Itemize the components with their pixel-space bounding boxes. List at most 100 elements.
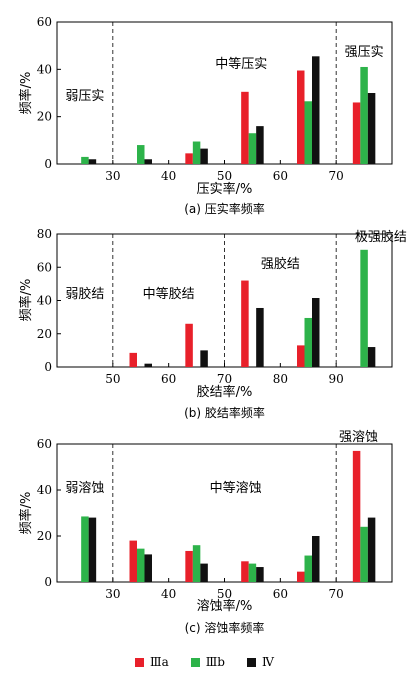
legend-item: Ⅳ xyxy=(247,655,274,669)
bar-IV-65 xyxy=(312,536,320,582)
region-label: 中等压实 xyxy=(215,56,267,72)
x-tick-label: 40 xyxy=(161,587,176,601)
bar-IIIb-95 xyxy=(360,249,368,367)
region-label: 强溶蚀 xyxy=(339,430,378,445)
legend-label: Ⅲa xyxy=(150,655,169,669)
bar-IIIa-45 xyxy=(185,153,193,164)
region-label: 弱压实 xyxy=(65,89,104,104)
bar-IIIa-75 xyxy=(352,102,361,164)
bar-IIIa-75 xyxy=(352,450,361,582)
legend-swatch xyxy=(247,657,256,667)
bar-IV-25 xyxy=(88,517,97,582)
y-tick-label: 20 xyxy=(37,529,52,543)
bar-IIIb-35 xyxy=(137,145,145,164)
bar-IV-85 xyxy=(312,298,320,367)
x-tick-label: 80 xyxy=(273,372,288,386)
bar-IV-75 xyxy=(367,517,376,582)
bar-IIIb-25 xyxy=(81,516,89,582)
y-tick-label: 60 xyxy=(37,260,52,274)
x-tick-label: 60 xyxy=(273,587,288,601)
y-tick-label: 60 xyxy=(37,15,52,29)
bar-IIIb-65 xyxy=(304,101,312,164)
y-tick-label: 40 xyxy=(37,294,52,308)
bar-IV-45 xyxy=(200,148,208,164)
bar-IV-65 xyxy=(312,56,320,164)
legend-item: Ⅲa xyxy=(135,655,169,669)
bar-IIIa-75 xyxy=(241,280,249,367)
bar-IIIb-25 xyxy=(81,156,89,164)
bar-IIIb-45 xyxy=(192,141,201,164)
bar-IIIb-65 xyxy=(304,555,312,582)
y-axis-label: 频率/% xyxy=(18,72,34,115)
bar-IIIa-55 xyxy=(241,91,249,164)
y-tick-label: 80 xyxy=(37,227,52,241)
bar-IV-55 xyxy=(256,567,264,582)
bar-IV-75 xyxy=(256,307,264,367)
y-tick-label: 40 xyxy=(37,483,52,497)
legend-label: Ⅲb xyxy=(205,655,225,669)
bar-IIIa-55 xyxy=(129,352,137,367)
panel-caption: (b) 胶结率频率 xyxy=(184,405,265,420)
x-axis-label: 溶蚀率/% xyxy=(197,598,253,614)
bar-IIIa-85 xyxy=(297,345,305,367)
bar-IIIa-55 xyxy=(241,561,249,582)
bar-IIIb-55 xyxy=(248,133,257,164)
x-tick-label: 70 xyxy=(217,372,232,386)
bar-IV-35 xyxy=(144,554,152,582)
region-label: 弱溶蚀 xyxy=(65,481,104,496)
bar-IIIb-85 xyxy=(304,317,312,367)
x-axis-label: 压实率/% xyxy=(197,181,253,197)
x-tick-label: 50 xyxy=(217,587,232,601)
y-tick-label: 20 xyxy=(37,327,52,341)
region-label: 强胶结 xyxy=(261,256,300,272)
bar-IV-25 xyxy=(88,159,97,164)
y-tick-label: 0 xyxy=(44,157,52,171)
bar-IV-55 xyxy=(144,363,152,367)
panel-caption: (c) 溶蚀率频率 xyxy=(185,620,265,635)
x-tick-label: 50 xyxy=(217,169,232,183)
y-tick-label: 60 xyxy=(37,437,52,451)
legend-label: Ⅳ xyxy=(262,655,274,669)
x-tick-label: 40 xyxy=(161,169,176,183)
legend-swatch xyxy=(190,657,200,667)
x-tick-label: 60 xyxy=(273,169,288,183)
region-label: 中等溶蚀 xyxy=(210,480,262,496)
x-tick-label: 90 xyxy=(329,372,344,386)
legend-item: Ⅲb xyxy=(190,655,225,669)
region-label: 极强胶结 xyxy=(355,229,407,245)
x-axis-label: 胶结率/% xyxy=(197,384,253,400)
panel-caption: (a) 压实率频率 xyxy=(184,201,265,216)
x-tick-label: 30 xyxy=(105,169,120,183)
bar-IIIb-75 xyxy=(360,66,368,164)
x-tick-label: 70 xyxy=(329,169,344,183)
region-label: 中等胶结 xyxy=(143,286,195,302)
bar-IV-45 xyxy=(200,563,208,582)
bar-IIIa-35 xyxy=(129,540,137,582)
bar-IV-35 xyxy=(144,159,152,164)
y-tick-label: 0 xyxy=(44,575,52,589)
bar-IIIa-65 xyxy=(297,70,305,164)
bar-IV-65 xyxy=(200,350,208,367)
x-tick-label: 60 xyxy=(161,372,176,386)
region-label: 弱胶结 xyxy=(65,286,104,302)
y-axis-label: 频率/% xyxy=(18,492,34,535)
bar-IIIb-55 xyxy=(248,563,257,582)
bar-IIIb-75 xyxy=(360,526,368,582)
region-label: 强压实 xyxy=(345,45,384,60)
x-tick-label: 30 xyxy=(105,587,120,601)
bar-IIIa-65 xyxy=(185,323,193,367)
bar-IIIb-45 xyxy=(192,545,201,582)
legend: Ⅲa Ⅲb Ⅳ xyxy=(135,655,296,669)
bar-IIIa-65 xyxy=(297,571,305,582)
x-tick-label: 70 xyxy=(329,587,344,601)
y-tick-label: 40 xyxy=(37,62,52,76)
plot-frame xyxy=(56,21,393,165)
x-tick-label: 50 xyxy=(105,372,120,386)
bar-IIIa-45 xyxy=(185,550,193,582)
bar-IV-75 xyxy=(367,93,376,164)
y-tick-label: 0 xyxy=(44,360,52,374)
y-axis-label: 频率/% xyxy=(18,279,34,322)
